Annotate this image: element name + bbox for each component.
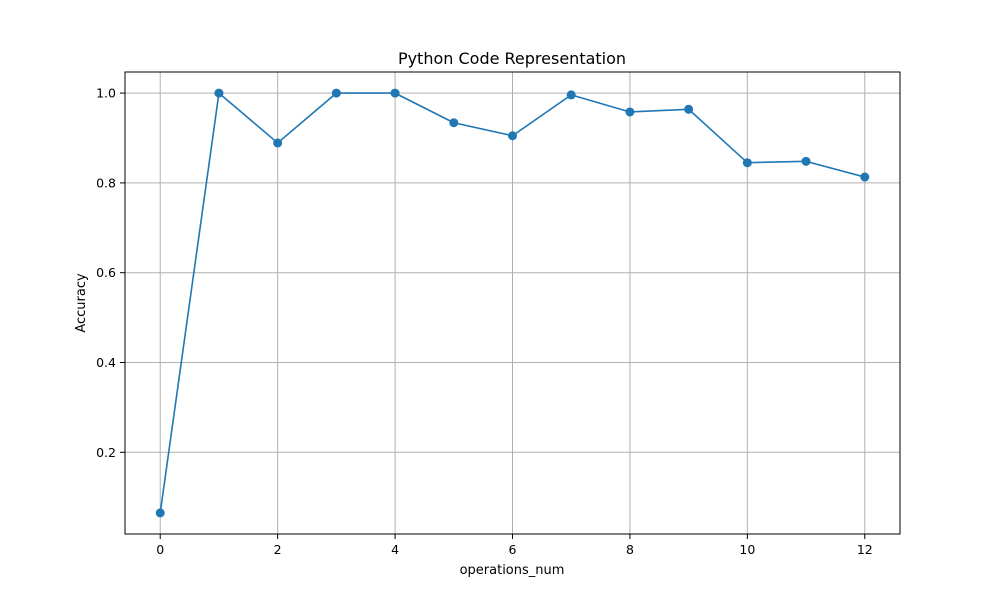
x-tick-label: 12 [857,542,873,557]
chart-title: Python Code Representation [398,49,626,68]
x-tick-label: 2 [274,542,282,557]
y-tick-label: 0.2 [96,445,116,460]
x-tick-label: 0 [156,542,164,557]
x-tick-label: 10 [739,542,755,557]
data-point [742,158,752,168]
series-group [155,88,870,518]
grid [125,72,900,534]
data-point [860,172,870,182]
data-point [801,156,811,166]
y-tick-label: 1.0 [96,86,116,101]
data-point [625,107,635,117]
data-point [331,88,341,98]
data-point [273,138,283,148]
x-ticks: 0 2 4 6 8 10 12 [156,534,873,557]
data-point [508,131,517,141]
data-point [566,90,576,100]
data-point [155,508,165,518]
plot-frame [124,71,901,535]
x-tick-label: 8 [626,542,634,557]
y-ticks: 0.2 0.4 0.6 0.8 1.0 [96,86,125,460]
x-axis-label: operations_num [460,563,565,578]
x-tick-label: 6 [509,542,517,557]
data-point [390,88,400,98]
y-tick-label: 0.8 [96,175,116,190]
data-point [684,104,694,114]
x-tick-label: 4 [391,542,399,557]
y-axis-label: Accuracy [74,273,89,333]
y-tick-label: 0.4 [96,355,116,370]
data-point [449,118,459,128]
data-point [214,88,224,98]
y-tick-label: 0.6 [96,265,116,280]
